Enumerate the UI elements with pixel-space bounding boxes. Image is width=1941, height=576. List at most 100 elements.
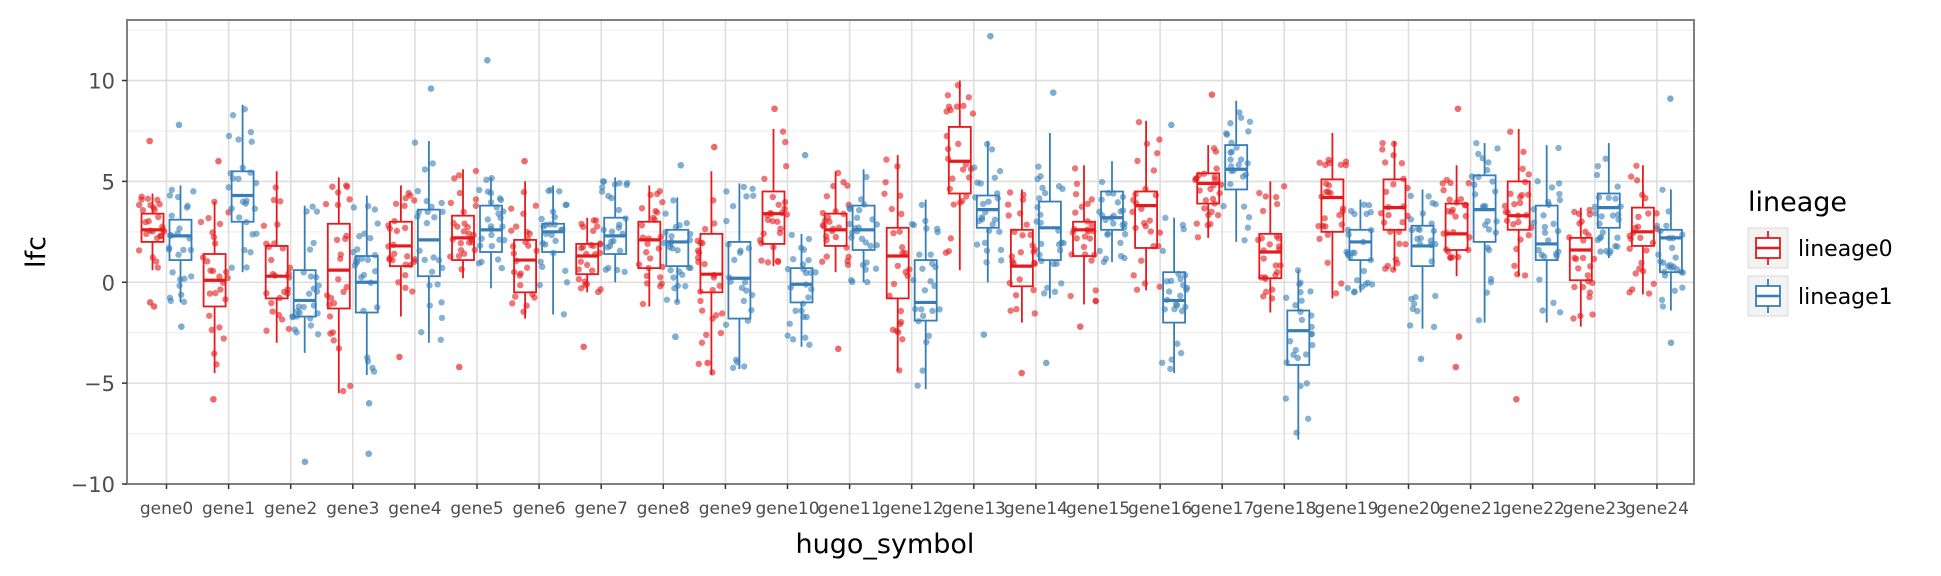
- jitter-point: [921, 287, 929, 294]
- jitter-point: [916, 251, 923, 258]
- jitter-point: [1548, 184, 1556, 191]
- jitter-point: [1465, 179, 1472, 187]
- jitter-point: [1501, 202, 1509, 210]
- jitter-point: [1179, 221, 1187, 229]
- jitter-point: [670, 197, 677, 204]
- jitter-point: [997, 246, 1005, 254]
- jitter-point: [848, 276, 855, 284]
- jitter-point: [235, 175, 242, 182]
- jitter-point: [1410, 300, 1418, 307]
- box-lineage1-gene4: [416, 208, 441, 278]
- jitter-point: [197, 218, 205, 226]
- jitter-point: [1407, 216, 1415, 223]
- jitter-point: [782, 163, 790, 170]
- jitter-point: [1511, 262, 1518, 269]
- jitter-point: [716, 282, 723, 289]
- jitter-point: [1653, 210, 1660, 217]
- y-tick-label: 5: [102, 170, 115, 194]
- jitter-point: [1595, 194, 1603, 201]
- x-tick-label: gene14: [1004, 499, 1068, 519]
- jitter-point: [1540, 212, 1547, 219]
- jitter-point: [1316, 235, 1323, 243]
- jitter-point: [587, 241, 595, 249]
- jitter-point: [748, 306, 755, 314]
- jitter-point: [946, 185, 953, 193]
- jitter-point: [1570, 315, 1577, 322]
- jitter-point: [428, 268, 436, 275]
- jitter-point: [1240, 203, 1248, 210]
- jitter-point: [959, 166, 967, 173]
- outlier-point: [210, 395, 217, 403]
- jitter-point: [1081, 233, 1089, 240]
- box-lineage0-gene6: [513, 238, 537, 294]
- jitter-point: [358, 255, 365, 262]
- jitter-point: [1255, 236, 1262, 244]
- jitter-point: [157, 232, 165, 239]
- jitter-point: [1516, 199, 1524, 207]
- jitter-point: [1201, 205, 1208, 212]
- jitter-point: [977, 180, 984, 187]
- jitter-point: [897, 318, 905, 326]
- box-lineage1-gene16: [1162, 271, 1186, 324]
- jitter-point: [1659, 186, 1666, 193]
- jitter-point: [579, 223, 587, 230]
- jitter-point: [494, 256, 502, 263]
- jitter-point: [1510, 221, 1517, 228]
- jitter-point: [1589, 279, 1596, 287]
- box-lineage1-gene19: [1348, 228, 1373, 261]
- jitter-point: [1135, 118, 1143, 126]
- jitter-point: [401, 202, 408, 210]
- outlier-point: [1513, 395, 1520, 403]
- jitter-point: [1633, 162, 1640, 169]
- jitter-point: [371, 206, 379, 213]
- jitter-point: [989, 221, 996, 228]
- jitter-point: [329, 183, 336, 190]
- jitter-point: [1088, 257, 1095, 264]
- jitter-point: [1634, 223, 1642, 230]
- jitter-point: [1262, 193, 1269, 200]
- jitter-point: [1351, 249, 1358, 256]
- jitter-point: [1092, 298, 1100, 305]
- jitter-point: [333, 236, 341, 244]
- jitter-point: [1432, 292, 1439, 300]
- jitter-point: [495, 210, 502, 217]
- jitter-point: [225, 132, 233, 140]
- jitter-point: [1006, 189, 1014, 196]
- jitter-point: [808, 286, 815, 293]
- jitter-point: [142, 218, 149, 226]
- jitter-point: [741, 279, 749, 286]
- x-tick-label: gene9: [699, 499, 752, 519]
- box-lineage0-gene24: [1631, 206, 1655, 247]
- jitter-point: [1679, 284, 1686, 291]
- jitter-point: [1086, 235, 1094, 242]
- jitter-point: [1448, 208, 1455, 216]
- jitter-point: [925, 332, 933, 340]
- jitter-point: [1447, 254, 1454, 261]
- jitter-point: [960, 102, 967, 110]
- jitter-point: [364, 202, 372, 210]
- jitter-point: [1146, 217, 1153, 224]
- jitter-point: [472, 202, 480, 209]
- jitter-point: [945, 247, 953, 255]
- jitter-point: [950, 201, 957, 208]
- jitter-point: [652, 207, 659, 215]
- jitter-point: [285, 325, 293, 333]
- jitter-point: [792, 307, 799, 315]
- jitter-point: [1067, 292, 1074, 300]
- jitter-point: [947, 106, 954, 114]
- jitter-point: [1650, 280, 1657, 288]
- jitter-point: [1586, 206, 1593, 214]
- jitter-point: [599, 178, 607, 185]
- jitter-point: [927, 277, 934, 285]
- jitter-point: [562, 267, 569, 275]
- jitter-point: [184, 202, 191, 209]
- jitter-point: [897, 192, 904, 199]
- jitter-point: [206, 290, 214, 297]
- jitter-point: [251, 205, 259, 212]
- jitter-point: [247, 249, 254, 256]
- box-lineage0-gene7: [575, 243, 600, 276]
- jitter-point: [1575, 265, 1582, 272]
- jitter-point: [749, 185, 756, 192]
- jitter-point: [243, 264, 250, 271]
- jitter-point: [1041, 189, 1049, 197]
